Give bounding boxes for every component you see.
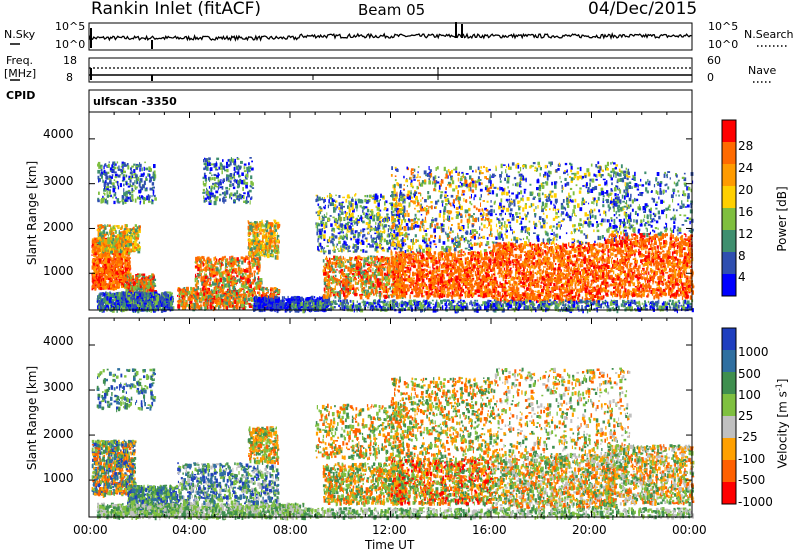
- power-scatter: [91, 157, 695, 314]
- freq-label-line2: [MHz]: [4, 68, 36, 79]
- power-cb-tick-4: 4: [738, 271, 746, 283]
- velocity-colorbar-swatch: [722, 372, 736, 395]
- velocity-colorbar-swatch: [722, 350, 736, 373]
- power-ytick-3000: 3000: [43, 175, 74, 187]
- nsky-panel-frame: [88, 22, 693, 51]
- velocity-cb-tick-m500: -500: [738, 474, 765, 486]
- date-title: 04/Dec/2015: [588, 1, 697, 18]
- velocity-colorbar-swatch: [722, 416, 736, 439]
- power-ytick-2000: 2000: [43, 221, 74, 233]
- freq-panel-frame: [88, 57, 693, 83]
- velocity-colorbar-swatch: [722, 328, 736, 351]
- nave-tick-bot: 0: [707, 72, 714, 83]
- velocity-ytick-2000: 2000: [43, 428, 74, 440]
- velocity-cb-tick-m1000: -1000: [738, 496, 773, 508]
- velocity-cb-tick-m25: -25: [738, 431, 758, 443]
- velocity-cb-tick-25: 25: [738, 410, 753, 422]
- power-cb-tick-28: 28: [738, 140, 753, 152]
- power-colorbar-frame: [721, 119, 737, 297]
- power-cb-tick-16: 16: [738, 206, 753, 218]
- nsky-label: N.Sky: [4, 29, 35, 40]
- xtick-1600: 16:00: [472, 524, 507, 536]
- velocity-colorbar-frame: [721, 327, 737, 505]
- power-colorbar-swatch: [722, 208, 736, 231]
- xtick-2000: 20:00: [572, 524, 607, 536]
- velocity-ytick-1000: 1000: [43, 472, 74, 484]
- power-cb-tick-8: 8: [738, 250, 746, 262]
- power-colorbar-swatch: [722, 252, 736, 275]
- cpid-label: CPID: [6, 90, 35, 101]
- cpid-box: [88, 89, 693, 113]
- velocity-cb-tick-m100: -100: [738, 453, 765, 465]
- power-colorbar-swatch: [722, 120, 736, 143]
- xtick-2400: 00:00: [672, 524, 707, 536]
- cpid-value: ulfscan -3350: [93, 96, 177, 107]
- xtick-1200: 12:00: [372, 524, 407, 536]
- velocity-cb-tick-100: 100: [738, 389, 761, 401]
- velocity-ytick-4000: 4000: [43, 335, 74, 347]
- freq-label-line1: Freq.: [6, 55, 33, 66]
- nsky-series: [88, 31, 692, 42]
- nsky-exp-bot: 10^0: [55, 39, 85, 50]
- xtick-0800: 08:00: [273, 524, 308, 536]
- power-colorbar-swatch: [722, 164, 736, 187]
- velocity-scatter: [91, 367, 695, 521]
- xlabel: Time UT: [365, 539, 414, 551]
- nsearch-exp-bot: 10^0: [708, 39, 738, 50]
- velocity-cb-tick-500: 500: [738, 368, 761, 380]
- nsearch-label: N.Search: [744, 29, 794, 40]
- power-cb-tick-20: 20: [738, 184, 753, 196]
- velocity-cb-tick-1000: 1000: [738, 346, 769, 358]
- freq-tick-top: 18: [63, 55, 77, 66]
- power-ytick-1000: 1000: [43, 265, 74, 277]
- power-colorbar-swatch: [722, 186, 736, 209]
- velocity-ytick-3000: 3000: [43, 381, 74, 393]
- power-cb-tick-12: 12: [738, 228, 753, 240]
- nsearch-exp-top: 10^5: [708, 21, 738, 32]
- power-ytick-4000: 4000: [43, 128, 74, 140]
- power-panel-frame: [88, 111, 693, 311]
- station-title: Rankin Inlet (fitACF): [91, 1, 261, 18]
- xtick-0400: 04:00: [172, 524, 207, 536]
- freq-tick-bot: 8: [66, 72, 73, 83]
- power-colorbar-swatch: [722, 274, 736, 297]
- power-colorbar-swatch: [722, 142, 736, 165]
- power-cb-tick-24: 24: [738, 162, 753, 174]
- velocity-colorbar-swatch: [722, 438, 736, 461]
- power-colorbar-swatch: [722, 230, 736, 253]
- velocity-colorbar-swatch: [722, 394, 736, 417]
- nave-tick-top: 60: [707, 55, 721, 66]
- nave-label: Nave: [748, 65, 776, 76]
- xtick-0000: 00:00: [73, 524, 108, 536]
- velocity-colorbar-swatch: [722, 482, 736, 505]
- velocity-colorbar-swatch: [722, 460, 736, 483]
- nsky-exp-top: 10^5: [55, 21, 85, 32]
- beam-title: Beam 05: [358, 3, 425, 18]
